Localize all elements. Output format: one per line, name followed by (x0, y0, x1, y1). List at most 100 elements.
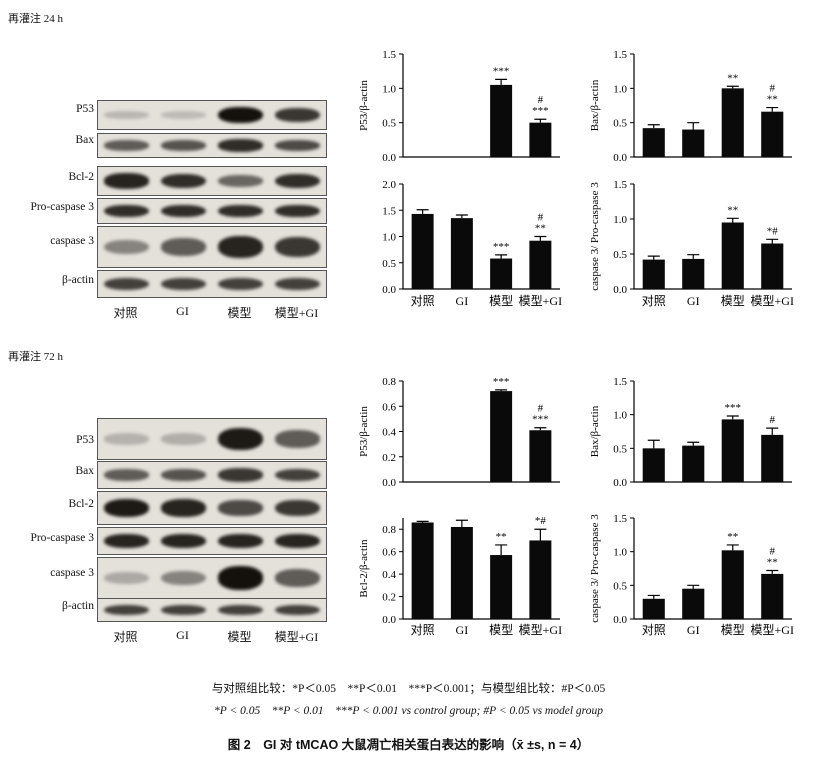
bar (642, 598, 665, 619)
bar (642, 259, 665, 289)
y-tick-label: 0.6 (382, 401, 396, 413)
x-tick-label: GI (456, 294, 469, 308)
y-tick-label: 0.4 (382, 427, 396, 439)
bar (682, 129, 705, 157)
y-tick-label: 0.5 (613, 249, 627, 261)
x-tick-label: 模型+GI (751, 623, 794, 637)
y-tick-label: 0.5 (382, 258, 396, 270)
y-tick-label: 0.4 (382, 569, 396, 581)
blot-lane-label: 模型 (227, 306, 252, 320)
blot-lane-label: 对照 (113, 630, 138, 644)
x-tick-label: 模型 (489, 623, 513, 637)
significance-label: *** (532, 105, 549, 117)
blot-band (161, 533, 206, 549)
blot-strip (97, 133, 327, 158)
blot-band (275, 533, 320, 549)
error-bar (687, 122, 700, 130)
section-label: 再灌注 72 h (8, 351, 63, 363)
x-tick-label: 模型 (489, 294, 513, 308)
significance-label: *** (493, 65, 510, 77)
error-bar (766, 569, 779, 574)
blot-band (161, 604, 206, 616)
blot-band (218, 533, 263, 549)
bar (682, 445, 705, 482)
y-tick-label: 1.5 (613, 376, 627, 388)
error-bar (726, 217, 739, 223)
bar (761, 243, 784, 289)
blot-band (218, 236, 263, 258)
x-tick-label: 模型+GI (751, 294, 794, 308)
bar (450, 218, 473, 289)
blot-band (161, 173, 206, 189)
blot-row-label: Pro-caspase 3 (30, 532, 94, 544)
footnote-cn: 与对照组比较：*P＜0.05 **P＜0.01 ***P＜0.001；与模型组比… (211, 683, 606, 695)
blot-strip (97, 491, 327, 525)
blot-band (275, 140, 320, 151)
blot-band (275, 204, 320, 218)
y-axis-label: caspase 3/ Pro-caspase 3 (589, 514, 601, 623)
bar (490, 391, 513, 482)
y-tick-label: 1.0 (613, 410, 627, 422)
y-tick-label: 0.6 (382, 547, 396, 559)
blot-band (275, 569, 320, 587)
significance-label: # (538, 403, 544, 415)
significance-label: ** (727, 72, 738, 84)
blot-band (161, 277, 206, 291)
blot-band (104, 204, 149, 218)
x-tick-label: 模型 (721, 623, 745, 637)
blot-lane-label: 对照 (113, 306, 138, 320)
blot-strip (97, 461, 327, 489)
x-tick-label: 对照 (411, 623, 435, 637)
y-tick-label: 1.5 (382, 49, 396, 61)
x-tick-label: 对照 (642, 294, 666, 308)
blot-band (161, 140, 206, 151)
blot-band (104, 533, 149, 549)
significance-label: # (770, 546, 776, 558)
y-axis-label: Bcl-2/β-actin (358, 539, 370, 598)
blot-band (275, 277, 320, 291)
blot-band (104, 498, 149, 518)
blot-strip (97, 527, 327, 555)
blot-row-label: β-actin (61, 274, 94, 286)
error-bar (647, 439, 660, 449)
blot-row-label: P53 (76, 103, 94, 115)
y-tick-label: 0.0 (613, 284, 627, 296)
blot-strip (97, 270, 327, 298)
bar (721, 550, 744, 619)
x-tick-label: 模型+GI (519, 623, 562, 637)
bar (411, 522, 434, 619)
significance-label: ** (727, 531, 738, 543)
x-tick-label: 模型 (721, 294, 745, 308)
y-tick-label: 0.0 (382, 477, 396, 489)
blot-band (104, 571, 149, 585)
error-bar (534, 427, 547, 431)
error-bar (726, 85, 739, 89)
error-bar (726, 544, 739, 551)
blot-row-label: Bcl-2 (68, 498, 94, 510)
blot-strip (97, 166, 327, 196)
blot-band (275, 173, 320, 189)
significance-label: # (770, 414, 776, 426)
error-bar (534, 235, 547, 241)
bar (721, 419, 744, 482)
blot-strip (97, 598, 327, 622)
blot-strip (97, 418, 327, 460)
significance-label: # (770, 83, 776, 95)
y-tick-label: 0.8 (382, 376, 396, 388)
blot-band (275, 107, 320, 123)
blot-band (104, 140, 149, 151)
error-bar (495, 254, 508, 259)
blot-band (275, 499, 320, 517)
blot-row-label: β-actin (61, 600, 94, 612)
error-bar (647, 255, 660, 260)
significance-label: ** (496, 531, 507, 543)
blot-band (218, 204, 263, 218)
significance-label: *# (767, 225, 779, 237)
blot-row-label: Pro-caspase 3 (30, 201, 94, 213)
y-axis-label: caspase 3/ Pro-caspase 3 (589, 182, 601, 291)
x-tick-label: 对照 (642, 623, 666, 637)
significance-label: *** (532, 414, 549, 426)
